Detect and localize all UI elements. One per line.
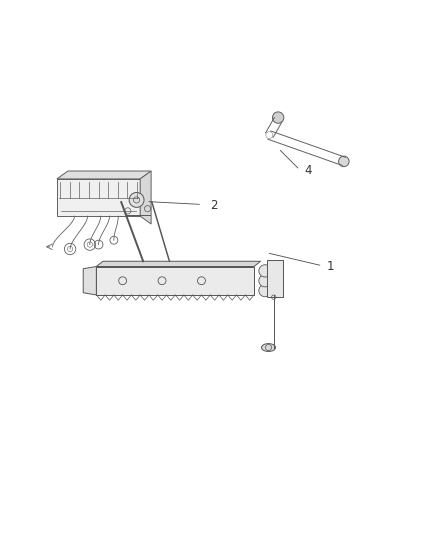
Polygon shape [96,261,261,266]
Circle shape [259,285,271,297]
Polygon shape [96,266,254,295]
Circle shape [272,112,284,123]
Ellipse shape [261,344,276,351]
Circle shape [259,265,271,277]
Circle shape [266,132,273,139]
Polygon shape [140,171,151,224]
Circle shape [339,156,349,167]
Text: 2: 2 [210,199,218,212]
Text: 4: 4 [304,164,312,176]
Text: 1: 1 [326,260,334,273]
Polygon shape [83,266,96,295]
Circle shape [259,274,271,287]
Polygon shape [267,260,283,297]
Polygon shape [57,171,151,179]
Polygon shape [57,179,140,216]
Circle shape [129,192,144,207]
